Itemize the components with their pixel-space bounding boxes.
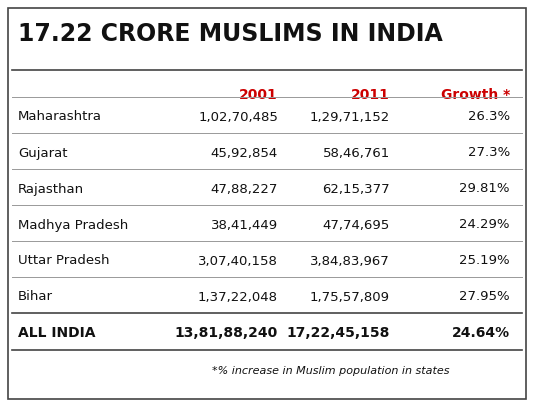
Text: 1,02,70,485: 1,02,70,485 <box>198 110 278 123</box>
Text: ALL INDIA: ALL INDIA <box>18 326 96 340</box>
Text: Rajasthan: Rajasthan <box>18 182 84 195</box>
Text: 13,81,88,240: 13,81,88,240 <box>175 326 278 340</box>
Text: *% increase in Muslim population in states: *% increase in Muslim population in stat… <box>213 366 450 376</box>
Text: Gujarat: Gujarat <box>18 147 67 160</box>
Text: 25.19%: 25.19% <box>459 254 510 267</box>
Text: Growth *: Growth * <box>441 88 510 102</box>
Text: 47,88,227: 47,88,227 <box>210 182 278 195</box>
Text: Bihar: Bihar <box>18 291 53 304</box>
Text: 24.29%: 24.29% <box>459 219 510 232</box>
Text: 27.95%: 27.95% <box>459 291 510 304</box>
Text: Maharashtra: Maharashtra <box>18 110 102 123</box>
Text: 2011: 2011 <box>351 88 390 102</box>
Text: 3,84,83,967: 3,84,83,967 <box>310 254 390 267</box>
Text: 47,74,695: 47,74,695 <box>323 219 390 232</box>
Text: 58,46,761: 58,46,761 <box>323 147 390 160</box>
Text: 29.81%: 29.81% <box>459 182 510 195</box>
Text: 27.3%: 27.3% <box>468 147 510 160</box>
Text: 1,75,57,809: 1,75,57,809 <box>310 291 390 304</box>
Text: 24.64%: 24.64% <box>452 326 510 340</box>
Text: 45,92,854: 45,92,854 <box>211 147 278 160</box>
Text: 38,41,449: 38,41,449 <box>211 219 278 232</box>
Text: 17,22,45,158: 17,22,45,158 <box>287 326 390 340</box>
Text: 3,07,40,158: 3,07,40,158 <box>198 254 278 267</box>
Text: 2001: 2001 <box>239 88 278 102</box>
Text: Uttar Pradesh: Uttar Pradesh <box>18 254 109 267</box>
Text: 62,15,377: 62,15,377 <box>323 182 390 195</box>
Text: 1,29,71,152: 1,29,71,152 <box>310 110 390 123</box>
Text: 17.22 CRORE MUSLIMS IN INDIA: 17.22 CRORE MUSLIMS IN INDIA <box>18 22 443 46</box>
Text: 1,37,22,048: 1,37,22,048 <box>198 291 278 304</box>
Text: 26.3%: 26.3% <box>468 110 510 123</box>
Text: Madhya Pradesh: Madhya Pradesh <box>18 219 128 232</box>
